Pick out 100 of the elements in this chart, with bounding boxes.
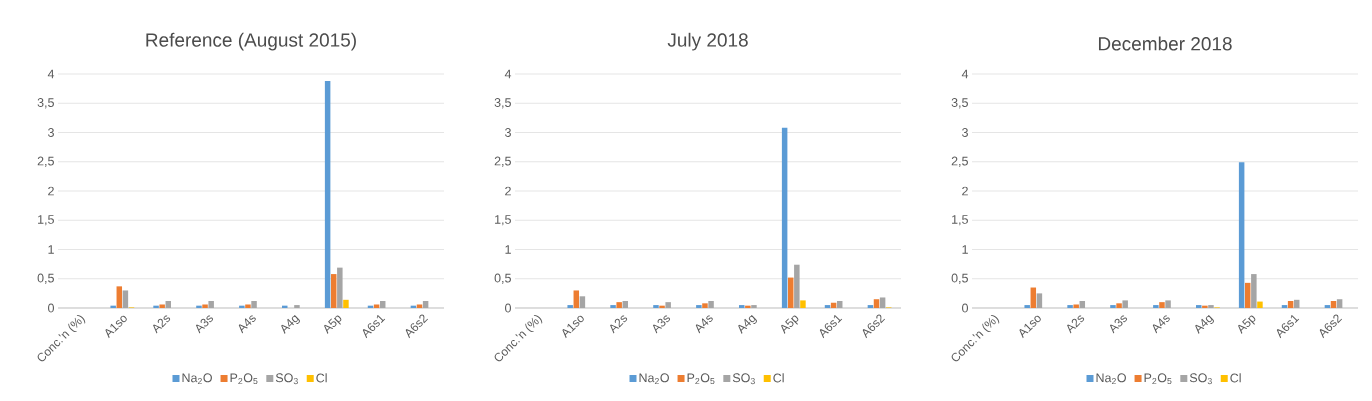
- y-tick-label: 3: [48, 128, 54, 137]
- bar: [239, 305, 245, 308]
- x-tick-label: A4s: [238, 315, 256, 334]
- legend-label: Cl: [316, 373, 327, 383]
- legend-label: Na$_{2}$O: [182, 373, 212, 385]
- x-tick-label: A4g: [738, 314, 757, 334]
- y-tick-label: 2,5: [951, 156, 968, 167]
- bar: [1079, 300, 1086, 308]
- bar: [1024, 305, 1030, 308]
- bar: [122, 290, 129, 308]
- bar: [1251, 274, 1257, 308]
- bar: [1336, 299, 1343, 308]
- y-tick-label: 1,5: [38, 215, 54, 226]
- legend-label: P$_{2}$O$_{5}$: [230, 373, 258, 385]
- x-tick-label: A5p: [1238, 315, 1256, 334]
- y-tick-label: 0: [48, 303, 54, 313]
- legend-label: P$_{2}$O$_{5}$: [687, 373, 715, 385]
- bar: [416, 304, 423, 308]
- bar: [867, 305, 874, 308]
- x-tick-label: A2s: [610, 315, 628, 334]
- bar: [379, 300, 386, 308]
- bar: [1202, 305, 1208, 308]
- y-tick-label: 0,5: [37, 273, 54, 284]
- bar: [787, 277, 794, 308]
- bar: [1116, 303, 1122, 308]
- bar: [873, 299, 880, 308]
- bar: [159, 304, 165, 308]
- y-tick-label: 1: [505, 245, 511, 254]
- bar: [800, 300, 806, 308]
- bar: [879, 297, 886, 308]
- bar: [245, 304, 251, 308]
- bar: [1153, 305, 1159, 308]
- bar: [1238, 162, 1245, 308]
- bar: [751, 305, 757, 308]
- y-tick-label: 4: [504, 69, 512, 79]
- y-tick-label: 2: [505, 186, 511, 196]
- bar: [1257, 301, 1263, 308]
- x-tick-label: A4g: [281, 314, 300, 334]
- bar: [165, 300, 172, 308]
- y-tick-label: 2,5: [494, 156, 511, 167]
- legend-label: SO$_{3}$: [732, 373, 755, 385]
- bar: [836, 300, 843, 308]
- x-tick-label: A3s: [652, 315, 671, 334]
- bar: [708, 300, 714, 308]
- x-tick-label: A2s: [153, 315, 171, 334]
- bar: [745, 305, 751, 308]
- bar: [1208, 305, 1214, 308]
- bar: [1281, 305, 1288, 308]
- y-tick-label: 1,5: [952, 215, 968, 226]
- legend-label: Na$_{2}$O: [1096, 373, 1126, 385]
- bar: [1287, 300, 1294, 308]
- bar: [110, 305, 116, 308]
- y-tick-label: 4: [961, 69, 969, 79]
- bar: [573, 290, 580, 308]
- x-tick-label: A2s: [1067, 315, 1085, 334]
- bar: [659, 305, 665, 308]
- x-tick-label: A4s: [695, 315, 713, 334]
- y-tick-label: 3,5: [37, 98, 54, 109]
- y-tick-label: 0: [962, 303, 969, 313]
- y-tick-label: 1,5: [495, 215, 511, 226]
- bar: [653, 305, 659, 308]
- y-tick-label: 0,5: [494, 273, 511, 284]
- bar: [696, 305, 702, 308]
- x-tick-label: A4s: [1152, 315, 1170, 334]
- y-tick-label: 0,5: [951, 273, 968, 284]
- bar: [202, 304, 208, 308]
- y-tick-label: 2: [48, 186, 54, 196]
- bar: [1330, 300, 1337, 308]
- bar: [739, 305, 745, 308]
- bar: [373, 304, 380, 308]
- bar: [208, 300, 214, 308]
- legend-label: P$_{2}$O$_{5}$: [1144, 373, 1172, 385]
- bar: [622, 300, 629, 308]
- bar: [567, 305, 573, 308]
- legend-label: SO$_{3}$: [275, 373, 298, 385]
- x-tick-label: A5p: [324, 315, 342, 334]
- legend-label: SO$_{3}$: [1189, 373, 1212, 385]
- y-tick-label: 2,5: [37, 156, 54, 167]
- y-tick-label: 0: [505, 303, 511, 313]
- y-tick-label: 4: [47, 69, 55, 79]
- bar: [1110, 305, 1116, 308]
- bar: [153, 305, 159, 308]
- y-tick-label: 2: [962, 186, 968, 196]
- bar: [1324, 305, 1331, 308]
- bar: [251, 300, 257, 308]
- bar: [610, 305, 616, 308]
- chart-title: July 2018: [667, 32, 748, 51]
- chart-title: Reference (August 2015): [146, 32, 356, 51]
- bar: [1159, 302, 1165, 308]
- y-tick-label: 3: [962, 128, 968, 137]
- y-tick-label: 3,5: [951, 98, 968, 109]
- bar: [824, 305, 831, 308]
- bar: [781, 127, 788, 308]
- bar: [116, 286, 123, 308]
- bar: [343, 299, 349, 308]
- bar: [1067, 305, 1073, 308]
- bar: [1122, 300, 1128, 308]
- bar: [330, 274, 337, 308]
- bar: [579, 296, 586, 308]
- legend-label: Cl: [773, 373, 784, 383]
